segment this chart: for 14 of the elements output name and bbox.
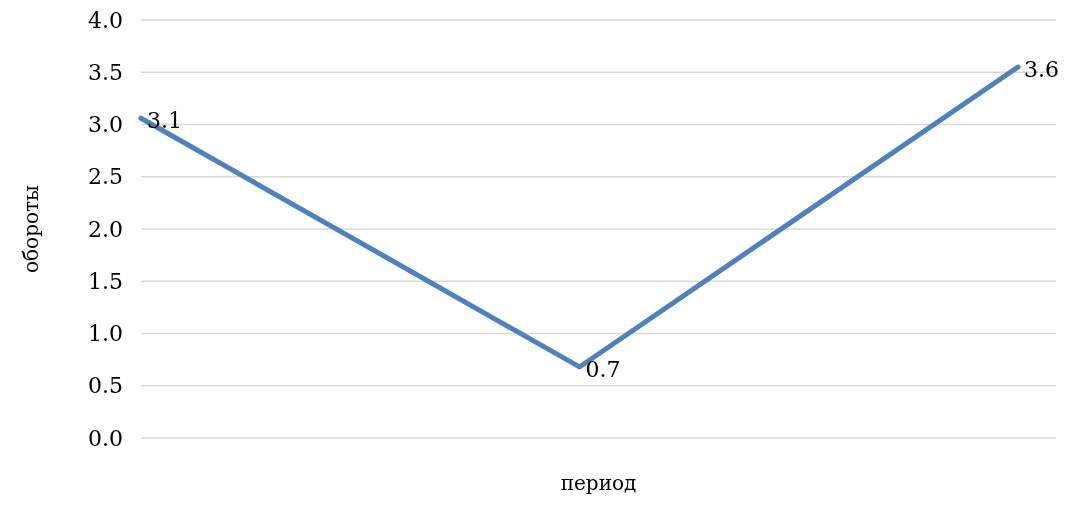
data-label: 0.7	[585, 356, 621, 382]
data-label: 3.1	[147, 108, 182, 134]
y-tick-label: 2.5	[88, 164, 123, 190]
y-tick-label: 0.0	[88, 425, 123, 451]
y-tick-label: 2.0	[88, 216, 123, 242]
y-tick-label: 3.0	[88, 112, 123, 138]
y-tick-label: 4.0	[88, 7, 123, 33]
data-label: 3.6	[1024, 57, 1059, 83]
x-axis-title: период	[560, 471, 637, 495]
y-tick-label: 3.5	[88, 59, 123, 85]
y-tick-label: 1.5	[88, 268, 123, 294]
y-axis-title: обороты	[19, 184, 43, 273]
y-tick-label: 0.5	[88, 373, 123, 399]
y-tick-label: 1.0	[88, 321, 123, 347]
